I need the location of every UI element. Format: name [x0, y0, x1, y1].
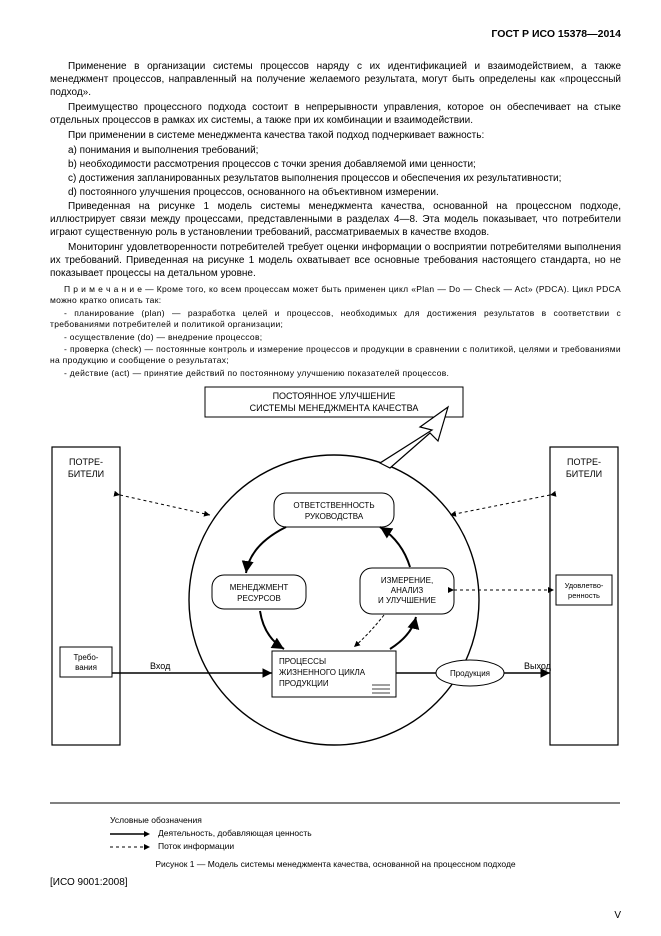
process2: ЖИЗНЕННОГО ЦИКЛА: [279, 668, 366, 677]
note-item: - проверка (check) — постоянные контроль…: [50, 344, 621, 367]
sat2: ренность: [568, 591, 600, 600]
measure3: И УЛУЧШЕНИЕ: [378, 596, 436, 605]
legend-item1: Деятельность, добавляющая ценность: [158, 828, 312, 839]
measure2: АНАЛИЗ: [391, 586, 424, 595]
diagram-caption: Рисунок 1 — Модель системы менеджмента к…: [50, 859, 621, 870]
input-label: Вход: [150, 661, 171, 671]
note-item: - действие (act) — принятие действий по …: [50, 368, 621, 379]
consumers-right2: БИТЕЛИ: [566, 469, 602, 479]
diagram: ПОСТОЯННОЕ УЛУЧШЕНИЕ СИСТЕМЫ МЕНЕДЖМЕНТА…: [50, 385, 621, 869]
para: При применении в системе менеджмента кач…: [50, 129, 621, 142]
note-block: П р и м е ч а н и е — Кроме того, ко все…: [50, 284, 621, 380]
consumers-left2: БИТЕЛИ: [68, 469, 104, 479]
req1: Требо-: [74, 653, 99, 662]
list-item: c) достижения запланированных результато…: [50, 172, 621, 185]
legend: Условные обозначения Деятельность, добав…: [110, 815, 621, 852]
consumers-left1: ПОТРЕ-: [69, 457, 103, 467]
list-item: b) необходимости рассмотрения процессов …: [50, 158, 621, 171]
para: Применение в организации системы процесс…: [50, 60, 621, 99]
list-item: d) постоянного улучшения процессов, осно…: [50, 186, 621, 199]
respons1: ОТВЕТСТВЕННОСТЬ: [293, 501, 374, 510]
legend-item2: Поток информации: [158, 841, 234, 852]
output-label: Выход: [524, 661, 552, 671]
product-label: Продукция: [450, 669, 490, 678]
sat1: Удовлетво-: [565, 581, 604, 590]
body-text: Применение в организации системы процесс…: [50, 60, 621, 280]
para: Приведенная на рисунке 1 модель системы …: [50, 200, 621, 239]
measure1: ИЗМЕРЕНИЕ,: [381, 576, 433, 585]
iso-ref: [ИСО 9001:2008]: [50, 876, 621, 889]
note-item: - планирование (plan) — разработка целей…: [50, 308, 621, 331]
para: Мониторинг удовлетворенности потребителе…: [50, 241, 621, 280]
process3: ПРОДУКЦИИ: [279, 679, 329, 688]
resources1: МЕНЕДЖМЕНТ: [230, 583, 289, 592]
req2: вания: [75, 663, 97, 672]
consumers-right1: ПОТРЕ-: [567, 457, 601, 467]
resources2: РЕСУРСОВ: [237, 594, 281, 603]
page-number: V: [614, 909, 621, 922]
para: Преимущество процессного подхода состоит…: [50, 101, 621, 127]
legend-title: Условные обозначения: [110, 815, 621, 826]
doc-header: ГОСТ Р ИСО 15378—2014: [50, 28, 621, 42]
diagram-title2: СИСТЕМЫ МЕНЕДЖМЕНТА КАЧЕСТВА: [250, 403, 419, 413]
list-item: a) понимания и выполнения требований;: [50, 144, 621, 157]
process1: ПРОЦЕССЫ: [279, 657, 326, 666]
respons2: РУКОВОДСТВА: [305, 512, 364, 521]
note-item: - осуществление (do) — внедрение процесс…: [50, 332, 621, 343]
diagram-title1: ПОСТОЯННОЕ УЛУЧШЕНИЕ: [273, 391, 396, 401]
note-intro: П р и м е ч а н и е — Кроме того, ко все…: [50, 284, 621, 307]
